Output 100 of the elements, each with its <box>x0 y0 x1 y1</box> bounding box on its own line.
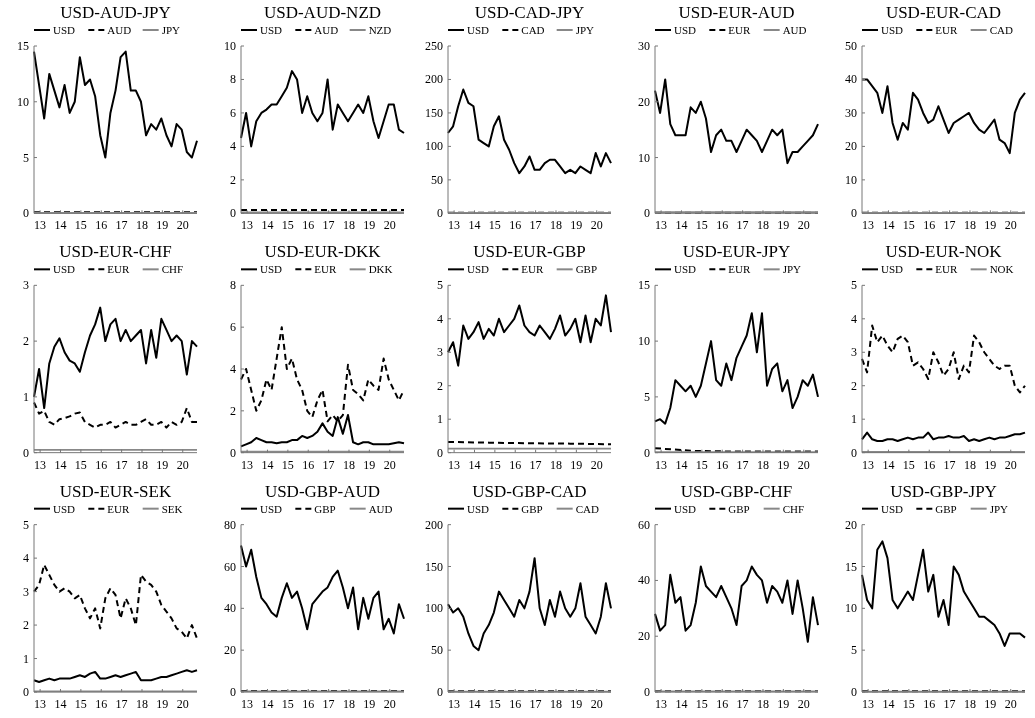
y-tick-label: 0 <box>644 206 650 221</box>
legend-label: USD <box>467 502 490 515</box>
x-tick-label: 17 <box>322 457 335 472</box>
y-tick-label: 2 <box>230 403 236 418</box>
x-tick-label: 16 <box>716 218 729 233</box>
y-tick-label: 20 <box>845 517 857 532</box>
y-tick-label: 0 <box>644 685 650 699</box>
legend-label: JPY <box>161 24 181 36</box>
x-tick-label: 20 <box>176 218 189 233</box>
legend-label: DKK <box>368 263 393 276</box>
x-tick-label: 18 <box>135 697 148 711</box>
y-tick-label: 40 <box>638 573 650 588</box>
y-tick-label: 10 <box>224 39 236 53</box>
y-tick-label: 10 <box>638 150 650 165</box>
x-tick-label: 20 <box>797 697 810 711</box>
legend-label: EUR <box>728 24 751 36</box>
x-tick-label: 20 <box>176 697 189 711</box>
y-tick-label: 50 <box>431 643 443 658</box>
y-tick-label: 20 <box>638 94 650 109</box>
x-tick-label: 14 <box>675 697 688 711</box>
x-tick-label: 14 <box>675 218 688 233</box>
x-tick-label: 13 <box>34 218 47 233</box>
x-tick-label: 13 <box>862 218 875 233</box>
x-tick-label: 14 <box>54 457 67 472</box>
y-tick-label: 0 <box>230 206 236 221</box>
y-tick-label: 1 <box>23 651 29 666</box>
legend-label: EUR <box>935 24 958 36</box>
x-tick-label: 18 <box>135 457 148 472</box>
chart-title: USD-GBP-AUD <box>264 481 381 501</box>
x-tick-label: 16 <box>302 697 315 711</box>
chart-title: USD-EUR-DKK <box>264 242 382 262</box>
y-tick-label: 0 <box>851 206 857 221</box>
x-tick-label: 15 <box>695 697 708 711</box>
x-tick-label: 18 <box>756 457 769 472</box>
legend-label: EUR <box>107 502 130 515</box>
x-tick-label: 20 <box>1004 697 1017 711</box>
y-tick-label: 40 <box>845 72 857 87</box>
x-tick-label: 18 <box>963 457 976 472</box>
legend-label: AUD <box>782 24 807 36</box>
x-tick-label: 15 <box>488 697 501 711</box>
y-tick-label: 200 <box>425 72 443 87</box>
x-tick-label: 15 <box>488 457 501 472</box>
x-tick-label: 17 <box>115 457 128 472</box>
y-tick-label: 0 <box>437 206 443 221</box>
y-tick-label: 4 <box>230 139 236 154</box>
x-tick-label: 14 <box>882 218 895 233</box>
x-tick-label: 20 <box>797 218 810 233</box>
x-tick-label: 16 <box>95 697 108 711</box>
legend-label: USD <box>260 502 283 515</box>
y-tick-label: 0 <box>23 445 29 460</box>
y-tick-label: 1 <box>851 412 857 427</box>
x-tick-label: 20 <box>1004 457 1017 472</box>
x-tick-label: 17 <box>322 697 335 711</box>
chart-title: USD-EUR-SEK <box>59 481 172 501</box>
x-tick-label: 18 <box>963 697 976 711</box>
x-tick-label: 16 <box>302 457 315 472</box>
y-tick-label: 0 <box>851 445 857 460</box>
x-tick-label: 14 <box>54 697 67 711</box>
y-tick-label: 0 <box>23 685 29 699</box>
x-tick-label: 13 <box>448 218 461 233</box>
legend-label: USD <box>674 502 697 515</box>
y-tick-label: 60 <box>224 559 236 574</box>
legend-label: AUD <box>107 24 132 36</box>
x-tick-label: 16 <box>509 697 522 711</box>
x-tick-label: 16 <box>923 218 936 233</box>
y-tick-label: 2 <box>23 334 29 349</box>
x-tick-label: 15 <box>74 218 87 233</box>
y-tick-label: 0 <box>851 685 857 699</box>
x-tick-label: 18 <box>963 218 976 233</box>
y-tick-label: 2 <box>851 378 857 393</box>
x-tick-label: 18 <box>756 697 769 711</box>
x-tick-label: 18 <box>342 218 355 233</box>
legend-label: GBP <box>728 502 750 515</box>
y-tick-label: 3 <box>437 345 443 360</box>
x-tick-label: 13 <box>655 218 668 233</box>
legend-label: USD <box>260 24 283 36</box>
x-tick-label: 19 <box>570 697 583 711</box>
chart-title: USD-GBP-CHF <box>680 481 793 501</box>
x-tick-label: 14 <box>261 218 274 233</box>
chart-title: USD-CAD-JPY <box>474 3 585 22</box>
y-tick-label: 10 <box>638 334 650 349</box>
x-tick-label: 15 <box>74 697 87 711</box>
legend-label: CHF <box>782 502 805 515</box>
x-tick-label: 16 <box>509 218 522 233</box>
x-tick-label: 13 <box>655 697 668 711</box>
legend-label: EUR <box>521 263 544 276</box>
legend-label: EUR <box>107 263 130 276</box>
legend-label: CAD <box>521 24 545 36</box>
x-tick-label: 14 <box>882 457 895 472</box>
legend-label: EUR <box>314 263 337 276</box>
y-tick-label: 3 <box>851 345 857 360</box>
x-tick-label: 19 <box>984 697 997 711</box>
x-tick-label: 20 <box>383 457 396 472</box>
y-tick-label: 10 <box>17 94 29 109</box>
x-tick-label: 15 <box>902 697 915 711</box>
y-tick-label: 150 <box>425 105 443 120</box>
x-tick-label: 19 <box>363 697 376 711</box>
x-tick-label: 13 <box>241 218 254 233</box>
x-tick-label: 20 <box>590 697 603 711</box>
x-tick-label: 16 <box>716 457 729 472</box>
